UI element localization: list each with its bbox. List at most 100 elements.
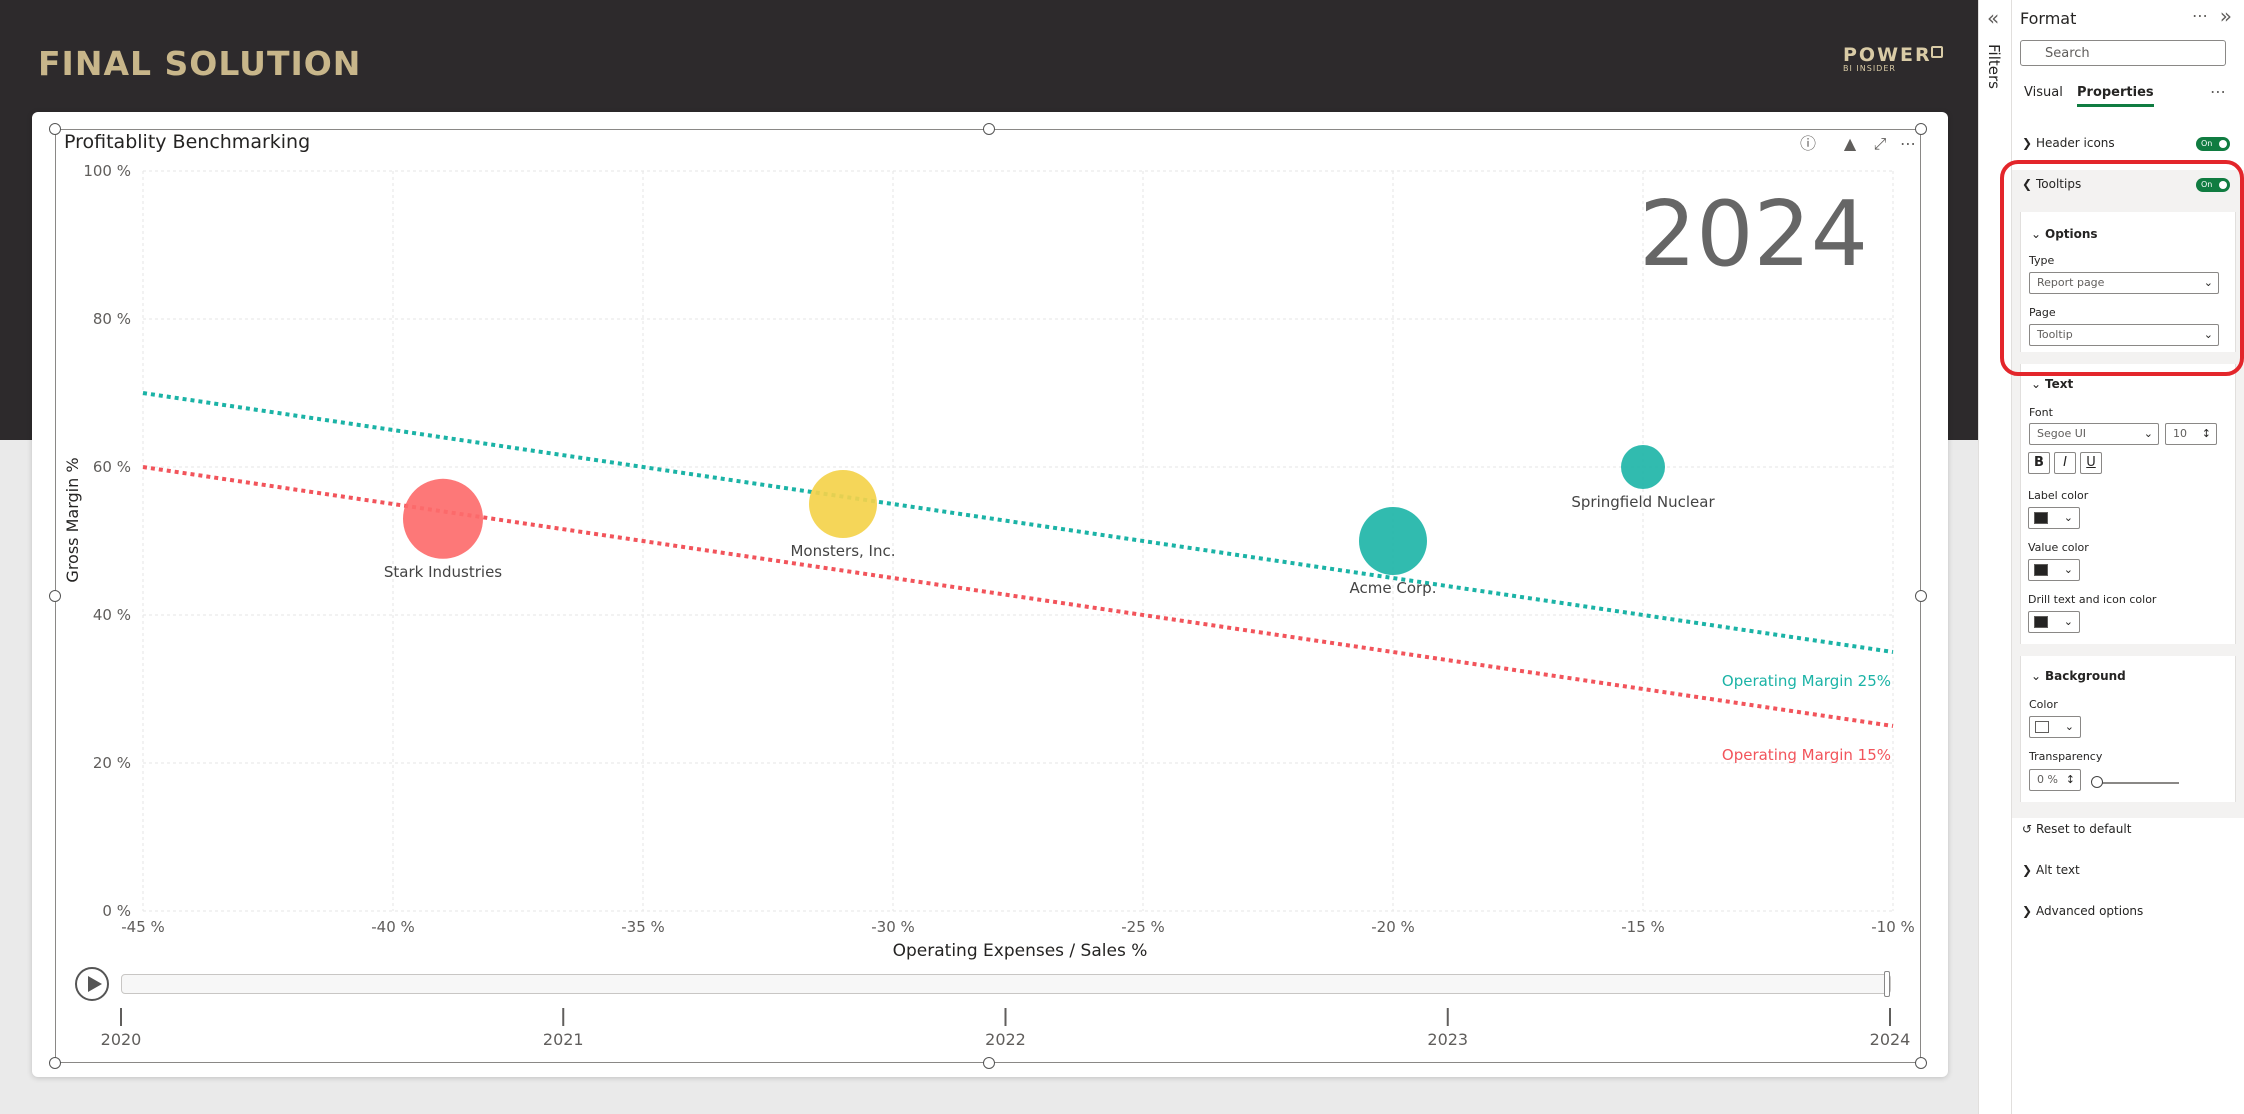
- transparency-slider[interactable]: [2097, 782, 2179, 784]
- play-axis-year: 2024: [1639, 182, 1868, 287]
- chevron-right-icon: ❯: [2022, 904, 2033, 918]
- resize-handle[interactable]: [1915, 123, 1927, 135]
- chevron-down-icon: ❮: [2022, 177, 2033, 191]
- drill-color-picker[interactable]: ⌄: [2028, 611, 2080, 633]
- chevron-right-icon: ❯: [2022, 863, 2033, 877]
- filters-label[interactable]: Filters: [1985, 44, 2003, 89]
- value-color-picker[interactable]: ⌄: [2028, 559, 2080, 581]
- x-tick-label: -35 %: [621, 918, 665, 936]
- expand-pane-icon[interactable]: »: [2219, 4, 2232, 28]
- timeline-slider-thumb[interactable]: [1884, 971, 1890, 997]
- collapse-pane-icon[interactable]: «: [1987, 6, 2000, 30]
- bg-color-label: Color: [2029, 698, 2058, 711]
- page-label: Page: [2029, 306, 2056, 319]
- more-options-icon[interactable]: ⋯: [2210, 82, 2226, 101]
- x-tick-label: -40 %: [371, 918, 415, 936]
- scatter-chart: Operating Margin 25% Operating Margin 15%…: [63, 162, 1915, 1049]
- type-dropdown[interactable]: Report page ⌄: [2029, 272, 2219, 294]
- reference-line: [142, 465, 1894, 728]
- background-group: ⌄ Background Color ⌄ Transparency 0 % ↕: [2020, 656, 2236, 802]
- font-dropdown[interactable]: Segoe UI ⌄: [2029, 423, 2159, 445]
- chevron-down-icon: ⌄: [2031, 669, 2042, 683]
- resize-handle[interactable]: [983, 123, 995, 135]
- chevron-down-icon: ⌄: [2063, 511, 2073, 524]
- chevron-right-icon: ❯: [2022, 136, 2033, 150]
- reference-line-label: Operating Margin 15%: [1722, 746, 1891, 764]
- chevron-down-icon: ⌄: [2063, 615, 2073, 628]
- y-axis-title: Gross Margin %: [63, 457, 82, 582]
- logo-main-text: POWER: [1843, 44, 1932, 66]
- label-color-picker[interactable]: ⌄: [2028, 507, 2080, 529]
- section-alt-text[interactable]: ❯ Alt text: [2012, 856, 2244, 884]
- focus-mode-icon[interactable]: ⤢: [1873, 134, 1887, 153]
- chevron-down-icon: ⌄: [2064, 720, 2074, 733]
- text-group: ⌄ Text Font Segoe UI ⌄ 10 ↕: [2020, 364, 2236, 644]
- timeline-slider[interactable]: [121, 971, 1891, 997]
- options-group: ⌄ Options Type Report page ⌄ Page Tooltip…: [2020, 212, 2236, 352]
- logo-sub-text: BI INSIDER: [1843, 64, 1896, 73]
- search-input[interactable]: [2020, 40, 2226, 66]
- y-tick-label: 100 %: [83, 162, 131, 180]
- bg-color-picker[interactable]: ⌄: [2029, 716, 2081, 738]
- resize-handle[interactable]: [1915, 1057, 1927, 1069]
- filters-pane[interactable]: « Filters: [1978, 0, 2012, 1114]
- tab-properties[interactable]: Properties: [2077, 85, 2154, 107]
- reference-line: [142, 391, 1894, 654]
- underline-button[interactable]: U: [2080, 452, 2102, 474]
- gridlines: [142, 170, 1894, 912]
- resize-handle[interactable]: [1915, 590, 1927, 602]
- transparency-input[interactable]: 0 % ↕: [2029, 769, 2081, 791]
- section-advanced-options[interactable]: ❯ Advanced options: [2012, 897, 2244, 925]
- data-point-bubble[interactable]: [403, 478, 483, 559]
- x-tick-label: -15 %: [1621, 918, 1665, 936]
- tooltips-toggle[interactable]: On: [2196, 178, 2230, 192]
- header-icons-toggle[interactable]: On: [2196, 137, 2230, 151]
- data-point-bubble[interactable]: [809, 470, 877, 538]
- section-label: Alt text: [2036, 863, 2080, 877]
- x-tick-label: -10 %: [1871, 918, 1915, 936]
- more-options-icon[interactable]: ⋯: [2192, 6, 2208, 25]
- y-tick-label: 40 %: [93, 606, 131, 624]
- play-button[interactable]: [75, 967, 109, 1001]
- resize-handle[interactable]: [49, 123, 61, 135]
- filter-icon[interactable]: ▲: [1843, 134, 1857, 153]
- stepper-icon[interactable]: ↕: [2065, 773, 2075, 786]
- x-tick-label: -25 %: [1121, 918, 1165, 936]
- text-header[interactable]: ⌄ Text: [2021, 370, 2237, 398]
- help-icon[interactable]: ⓘ: [1799, 134, 1816, 153]
- x-tick-label: -45 %: [121, 918, 165, 936]
- tab-visual[interactable]: Visual: [2024, 85, 2063, 100]
- italic-button[interactable]: I: [2054, 452, 2076, 474]
- data-point-bubble[interactable]: [1359, 507, 1427, 575]
- data-points[interactable]: Stark Industries Monsters, Inc. Acme Corp.…: [384, 445, 1716, 597]
- transparency-slider-thumb[interactable]: [2091, 776, 2103, 788]
- y-tick-label: 20 %: [93, 754, 131, 772]
- visual-card[interactable]: [32, 112, 1948, 1077]
- more-options-icon[interactable]: ⋯: [1900, 134, 1916, 153]
- section-tooltips[interactable]: ❮ Tooltips On: [2012, 170, 2244, 198]
- bold-button[interactable]: B: [2028, 452, 2050, 474]
- data-point-label: Springfield Nuclear: [1571, 493, 1715, 511]
- resize-handle[interactable]: [49, 1057, 61, 1069]
- stepper-icon[interactable]: ↕: [2201, 427, 2211, 440]
- format-pane-title: Format: [2020, 9, 2077, 28]
- type-label: Type: [2029, 254, 2055, 267]
- section-header-icons[interactable]: ❯ Header icons On: [2012, 129, 2244, 157]
- reset-to-default[interactable]: ↺ Reset to default: [2012, 815, 2244, 843]
- resize-handle[interactable]: [983, 1057, 995, 1069]
- background-header[interactable]: ⌄ Background: [2021, 662, 2237, 690]
- reset-icon: ↺: [2022, 822, 2033, 836]
- x-tick-label: -20 %: [1371, 918, 1415, 936]
- section-label: Options: [2045, 227, 2098, 241]
- chevron-down-icon: ⌄: [2031, 377, 2042, 391]
- axis-ticks: 0 % 20 % 40 % 60 % 80 % 100 % -45 % -40 % -35 % -…: [83, 162, 1914, 936]
- options-header[interactable]: ⌄ Options: [2021, 220, 2237, 248]
- data-point-bubble[interactable]: [1621, 445, 1665, 489]
- font-size-input[interactable]: 10 ↕: [2165, 423, 2217, 445]
- chevron-down-icon: ⌄: [2203, 328, 2213, 341]
- resize-handle[interactable]: [49, 590, 61, 602]
- reference-lines: Operating Margin 25% Operating Margin 15%: [142, 391, 1894, 764]
- section-label: Header icons: [2036, 136, 2115, 150]
- chevron-down-icon: ⌄: [2203, 276, 2213, 289]
- page-dropdown[interactable]: Tooltip ⌄: [2029, 324, 2219, 346]
